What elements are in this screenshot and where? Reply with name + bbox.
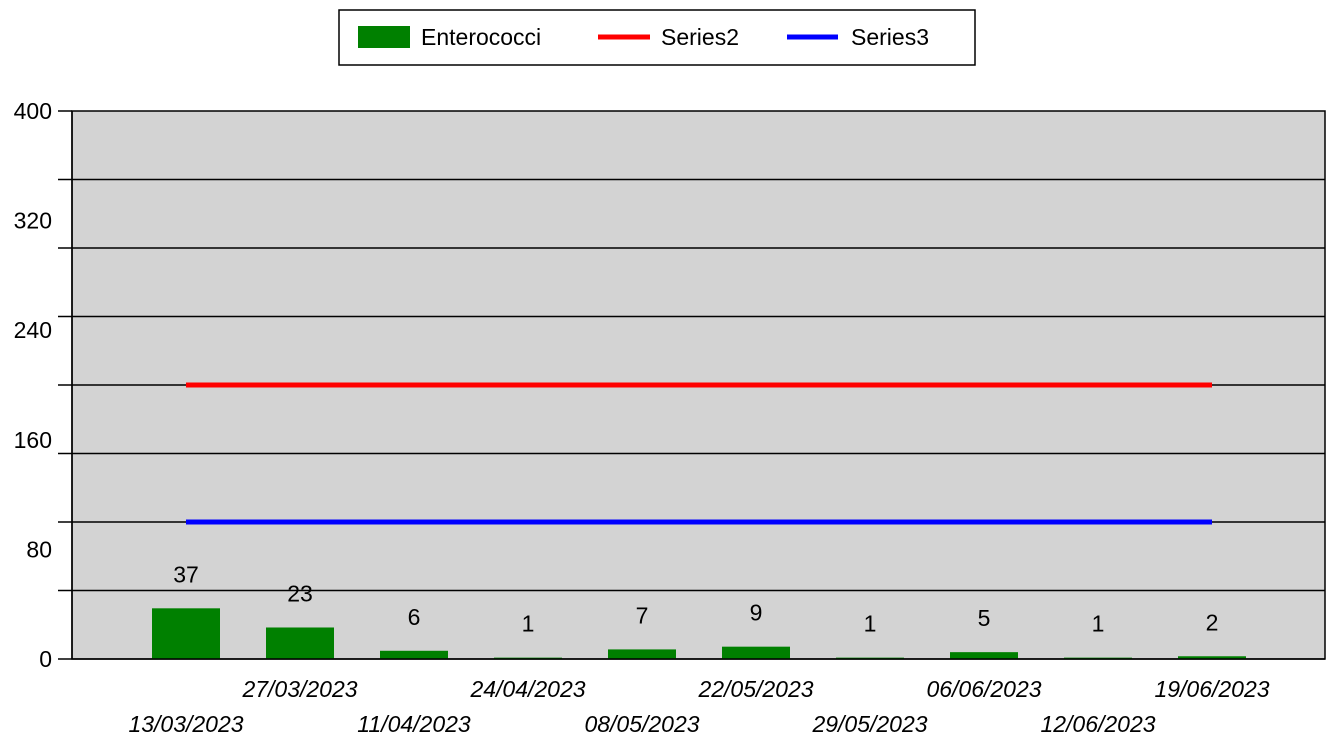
bar-27-03-2023 <box>266 627 334 659</box>
data-label: 1 <box>1092 611 1105 637</box>
data-label: 9 <box>750 600 763 626</box>
data-label: 6 <box>408 604 421 630</box>
x-tick-label: 11/04/2023 <box>357 711 471 737</box>
x-tick-label: 13/03/2023 <box>128 711 243 737</box>
y-tick-label: 160 <box>14 427 52 453</box>
data-label: 5 <box>978 605 991 631</box>
legend: Enterococci Series2 Series3 <box>338 9 976 66</box>
x-tick-label: 06/06/2023 <box>926 676 1041 702</box>
y-tick-label: 400 <box>14 98 52 124</box>
bar-19-06-2023 <box>1178 656 1246 659</box>
y-tick-label: 0 <box>39 646 52 672</box>
data-label: 1 <box>522 611 535 637</box>
x-tick-label: 22/05/2023 <box>697 676 813 702</box>
data-label: 23 <box>287 580 313 606</box>
y-tick-label: 240 <box>14 317 52 343</box>
x-tick-label: 12/06/2023 <box>1040 711 1155 737</box>
y-axis-ticks: 0 80 160 240 320 400 <box>14 98 52 672</box>
x-tick-label: 24/04/2023 <box>469 676 585 702</box>
bar-06-06-2023 <box>950 652 1018 659</box>
data-label: 7 <box>636 602 649 628</box>
x-tick-label: 29/05/2023 <box>811 711 927 737</box>
x-tick-label: 08/05/2023 <box>584 711 699 737</box>
data-label: 2 <box>1206 609 1219 635</box>
bar-13-03-2023 <box>152 608 220 659</box>
legend-label-series2: Series2 <box>661 24 739 50</box>
legend-label-enterococci: Enterococci <box>421 24 541 50</box>
series-lines <box>186 382 1212 525</box>
bar-08-05-2023 <box>608 649 676 659</box>
y-tick-label: 80 <box>26 536 52 562</box>
data-label: 37 <box>173 561 199 587</box>
x-tick-label: 19/06/2023 <box>1154 676 1269 702</box>
y-tick-label: 320 <box>14 208 52 234</box>
data-label: 1 <box>864 611 877 637</box>
bar-11-04-2023 <box>380 650 448 659</box>
legend-box <box>338 9 976 66</box>
legend-swatch-enterococci <box>358 26 410 48</box>
legend-label-series3: Series3 <box>851 24 929 50</box>
x-tick-label: 27/03/2023 <box>241 676 357 702</box>
bar-22-05-2023 <box>722 646 790 659</box>
